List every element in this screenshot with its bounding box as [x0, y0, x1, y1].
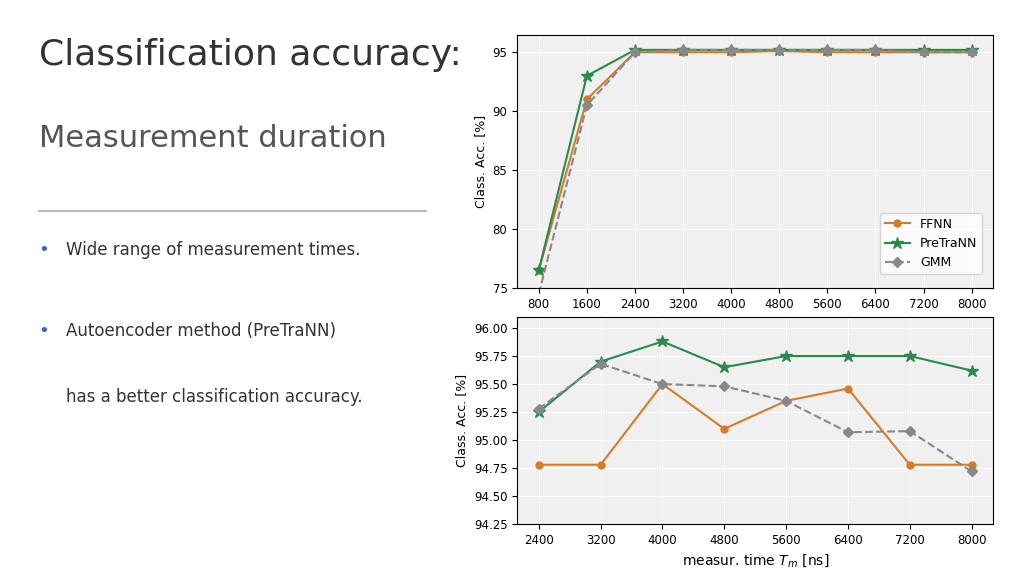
FFNN [532, 267, 545, 274]
Text: Classification accuracy:: Classification accuracy: [39, 38, 461, 72]
FFNN [869, 49, 882, 56]
Line: FFNN: FFNN [536, 381, 975, 468]
PreTraNN [718, 364, 730, 371]
GMM [629, 49, 641, 56]
GMM [718, 383, 730, 390]
FFNN [966, 461, 978, 468]
FFNN [966, 49, 978, 56]
Y-axis label: Class. Acc. [%]: Class. Acc. [%] [456, 374, 468, 467]
Text: 19: 19 [978, 556, 993, 570]
PreTraNN [532, 408, 545, 415]
PreTraNN [773, 47, 785, 54]
GMM [595, 361, 607, 367]
Line: GMM: GMM [536, 361, 975, 475]
FFNN [677, 49, 689, 56]
FFNN [629, 49, 641, 56]
GMM [532, 290, 545, 297]
GMM [780, 397, 793, 404]
PreTraNN [581, 73, 593, 79]
Legend: FFNN, PreTraNN, GMM: FFNN, PreTraNN, GMM [880, 213, 982, 274]
FFNN [718, 426, 730, 433]
PreTraNN [656, 338, 669, 345]
FFNN [773, 48, 785, 55]
X-axis label: measur. time $T_m$ [ns]: measur. time $T_m$ [ns] [682, 552, 828, 569]
GMM [966, 49, 978, 56]
PreTraNN [677, 47, 689, 54]
PreTraNN [532, 267, 545, 274]
GMM [532, 406, 545, 412]
Line: PreTraNN: PreTraNN [532, 335, 978, 418]
GMM [966, 468, 978, 475]
Line: GMM: GMM [536, 47, 975, 297]
FFNN [595, 461, 607, 468]
GMM [773, 47, 785, 54]
FFNN [656, 381, 669, 388]
Text: •: • [39, 322, 49, 340]
Text: Wide range of measurement times.: Wide range of measurement times. [66, 241, 360, 259]
Text: Autoencoder method (PreTraNN): Autoencoder method (PreTraNN) [66, 322, 336, 340]
PreTraNN [966, 367, 978, 374]
PreTraNN [869, 47, 882, 54]
PreTraNN [780, 353, 793, 359]
PreTraNN [903, 353, 915, 359]
FFNN [780, 397, 793, 404]
FFNN [918, 49, 930, 56]
Text: has a better classification accuracy.: has a better classification accuracy. [66, 388, 362, 406]
Y-axis label: Class. Acc. [%]: Class. Acc. [%] [474, 115, 487, 208]
FFNN [532, 461, 545, 468]
FFNN [581, 96, 593, 103]
GMM [842, 429, 854, 435]
PreTraNN [918, 47, 930, 54]
GMM [869, 47, 882, 54]
FFNN [821, 49, 834, 56]
FFNN [842, 385, 854, 392]
GMM [656, 381, 669, 388]
PreTraNN [725, 47, 737, 54]
FFNN [725, 49, 737, 56]
GMM [725, 47, 737, 54]
GMM [821, 47, 834, 54]
PreTraNN [595, 358, 607, 365]
Line: FFNN: FFNN [536, 48, 975, 274]
PreTraNN [842, 353, 854, 359]
PreTraNN [821, 47, 834, 54]
GMM [903, 427, 915, 434]
FFNN [903, 461, 915, 468]
GMM [918, 49, 930, 56]
GMM [581, 102, 593, 109]
Line: PreTraNN: PreTraNN [532, 44, 978, 276]
PreTraNN [966, 47, 978, 54]
PreTraNN [629, 47, 641, 54]
GMM [677, 47, 689, 54]
Text: Measurement duration: Measurement duration [39, 124, 386, 153]
Text: •: • [39, 241, 49, 259]
